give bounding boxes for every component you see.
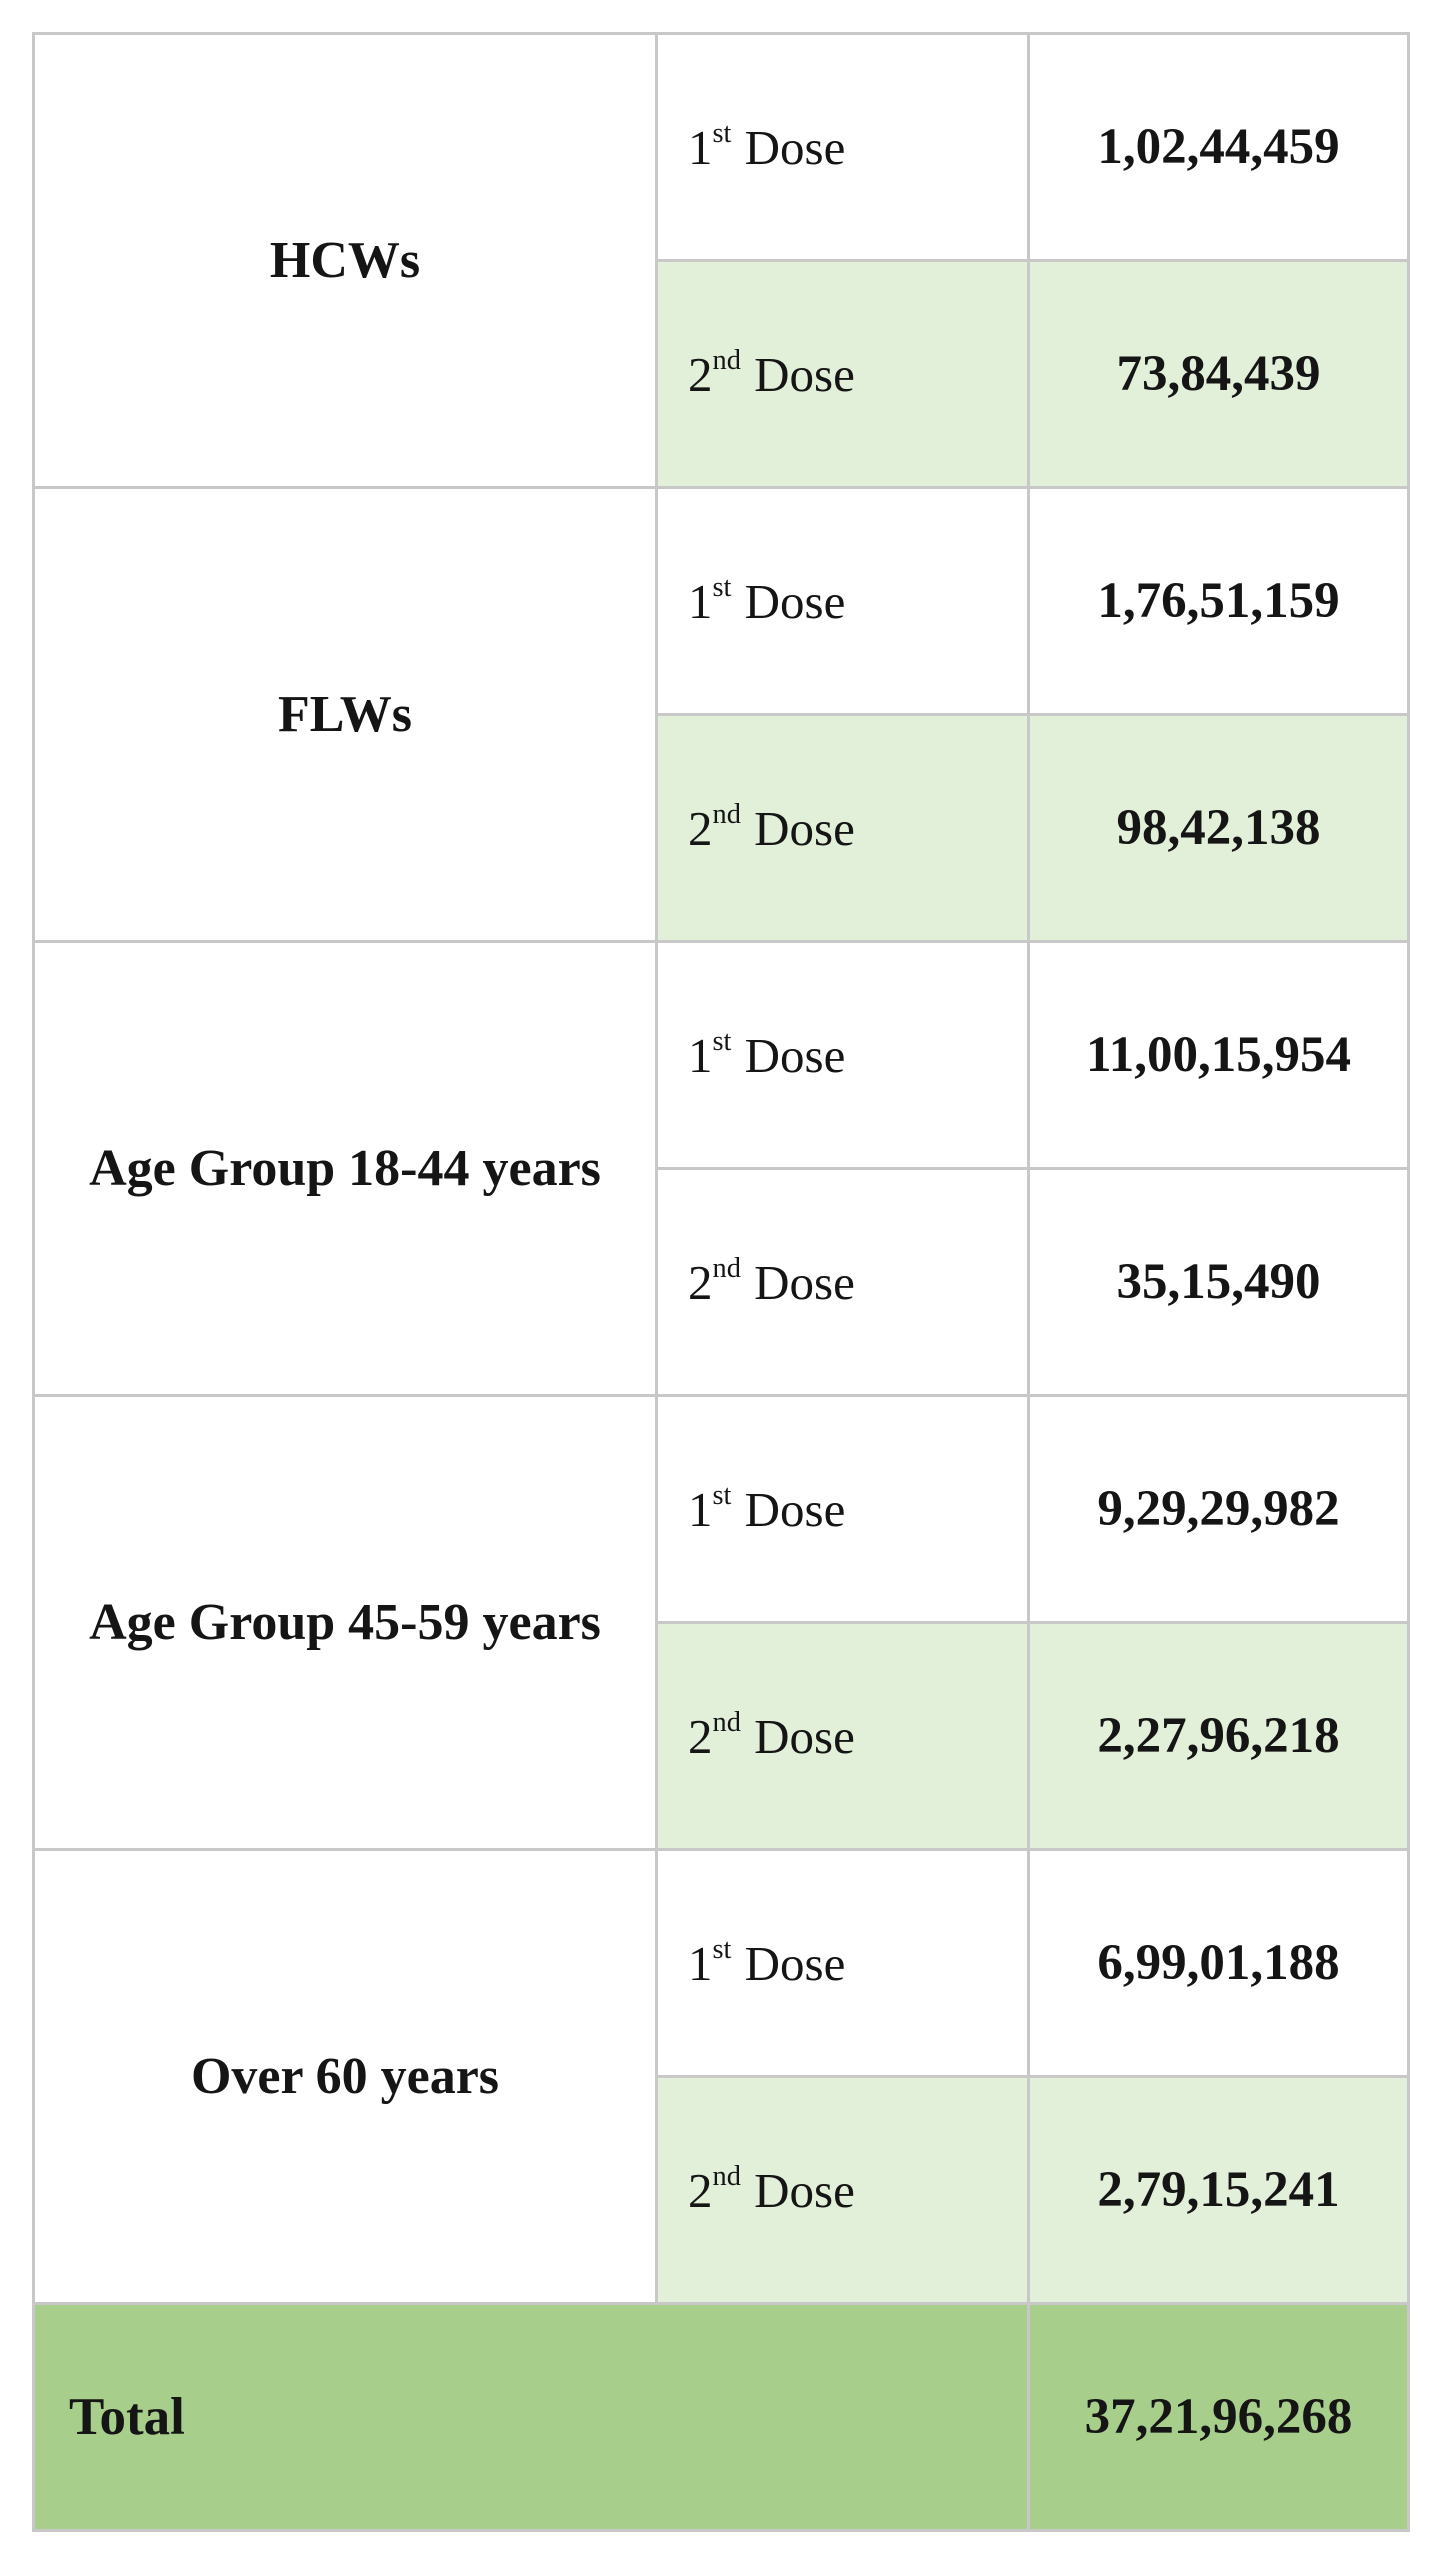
table-row: 2nd Dose 73,84,439 [34, 259, 1410, 489]
dose-ordinal-suffix: st [712, 1025, 732, 1057]
group-label-flws: FLWs [32, 486, 658, 943]
dose-value-age-18-44-2nd: 35,15,490 [1027, 1167, 1410, 1397]
dose-label-age-45-59-2nd: 2nd Dose [655, 1621, 1030, 1851]
dose-ordinal-suffix: nd [712, 1706, 741, 1738]
dose-label-flws-2nd: 2nd Dose [655, 713, 1030, 943]
dose-label-over-60-1st: 1st Dose [655, 1848, 1030, 2078]
dose-value-over-60-2nd: 2,79,15,241 [1027, 2075, 1410, 2305]
group-label-over-60: Over 60 years [32, 1848, 658, 2305]
dose-word: Dose [754, 2162, 855, 2218]
dose-ordinal: 2 [688, 1254, 713, 1310]
group-label-age-18-44: Age Group 18-44 years [32, 940, 658, 1397]
dose-label-hcws-1st: 1st Dose [655, 32, 1030, 262]
table-row: FLWs 1st Dose 1,76,51,159 [32, 486, 1410, 943]
dose-word: Dose [744, 1027, 846, 1083]
dose-ordinal: 2 [688, 800, 713, 856]
dose-ordinal: 1 [688, 119, 713, 175]
table-row: 2nd Dose 35,15,490 [34, 1167, 1410, 1397]
dose-label-flws-1st: 1st Dose [655, 486, 1030, 716]
dose-value-flws-1st: 1,76,51,159 [1027, 486, 1410, 716]
dose-word: Dose [744, 1935, 846, 1991]
dose-ordinal-suffix: st [712, 1933, 732, 1965]
dose-ordinal-suffix: nd [712, 344, 741, 376]
dose-ordinal: 2 [688, 1708, 713, 1764]
dose-ordinal: 2 [688, 2162, 713, 2218]
dose-label-over-60-2nd: 2nd Dose [655, 2075, 1030, 2305]
dose-value-age-18-44-1st: 11,00,15,954 [1027, 940, 1410, 1170]
dose-ordinal: 1 [688, 1935, 713, 1991]
dose-ordinal: 2 [688, 346, 713, 402]
table-row: 2nd Dose 2,79,15,241 [34, 2075, 1410, 2305]
dose-ordinal: 1 [688, 1481, 713, 1537]
total-row: Total 37,21,96,268 [32, 2302, 1410, 2532]
table-row: Over 60 years 1st Dose 6,99,01,188 [32, 1848, 1410, 2305]
dose-value-flws-2nd: 98,42,138 [1027, 713, 1410, 943]
dose-ordinal-suffix: nd [712, 2160, 741, 2192]
dose-word: Dose [754, 800, 855, 856]
dose-label-hcws-2nd: 2nd Dose [655, 259, 1030, 489]
dose-word: Dose [744, 119, 846, 175]
total-value: 37,21,96,268 [1027, 2302, 1410, 2532]
dose-word: Dose [744, 573, 846, 629]
dose-ordinal-suffix: st [712, 1479, 732, 1511]
dose-label-age-18-44-2nd: 2nd Dose [655, 1167, 1030, 1397]
table-row: HCWs 1st Dose 1,02,44,459 [32, 32, 1410, 489]
dose-value-hcws-1st: 1,02,44,459 [1027, 32, 1410, 262]
vaccination-doses-table: HCWs 1st Dose 1,02,44,459 2nd Dose 73,84,4… [32, 32, 1410, 2532]
table-row: 2nd Dose 98,42,138 [34, 713, 1410, 943]
table-row: Age Group 18-44 years 1st Dose 11,00,15,9… [32, 940, 1410, 1397]
dose-label-age-45-59-1st: 1st Dose [655, 1394, 1030, 1624]
dose-value-hcws-2nd: 73,84,439 [1027, 259, 1410, 489]
dose-ordinal: 1 [688, 1027, 713, 1083]
table-row: Age Group 45-59 years 1st Dose 9,29,29,98… [32, 1394, 1410, 1851]
dose-value-age-45-59-1st: 9,29,29,982 [1027, 1394, 1410, 1624]
dose-label-age-18-44-1st: 1st Dose [655, 940, 1030, 1170]
dose-ordinal-suffix: st [712, 571, 732, 603]
dose-ordinal-suffix: nd [712, 798, 741, 830]
dose-word: Dose [754, 1254, 855, 1310]
dose-value-age-45-59-2nd: 2,27,96,218 [1027, 1621, 1410, 1851]
table-row: 2nd Dose 2,27,96,218 [34, 1621, 1410, 1851]
dose-ordinal-suffix: nd [712, 1252, 741, 1284]
dose-word: Dose [754, 1708, 855, 1764]
dose-ordinal-suffix: st [712, 117, 732, 149]
dose-ordinal: 1 [688, 573, 713, 629]
group-label-hcws: HCWs [32, 32, 658, 489]
dose-word: Dose [754, 346, 855, 402]
dose-word: Dose [744, 1481, 846, 1537]
dose-value-over-60-1st: 6,99,01,188 [1027, 1848, 1410, 2078]
total-label: Total [32, 2302, 1030, 2532]
group-label-age-45-59: Age Group 45-59 years [32, 1394, 658, 1851]
